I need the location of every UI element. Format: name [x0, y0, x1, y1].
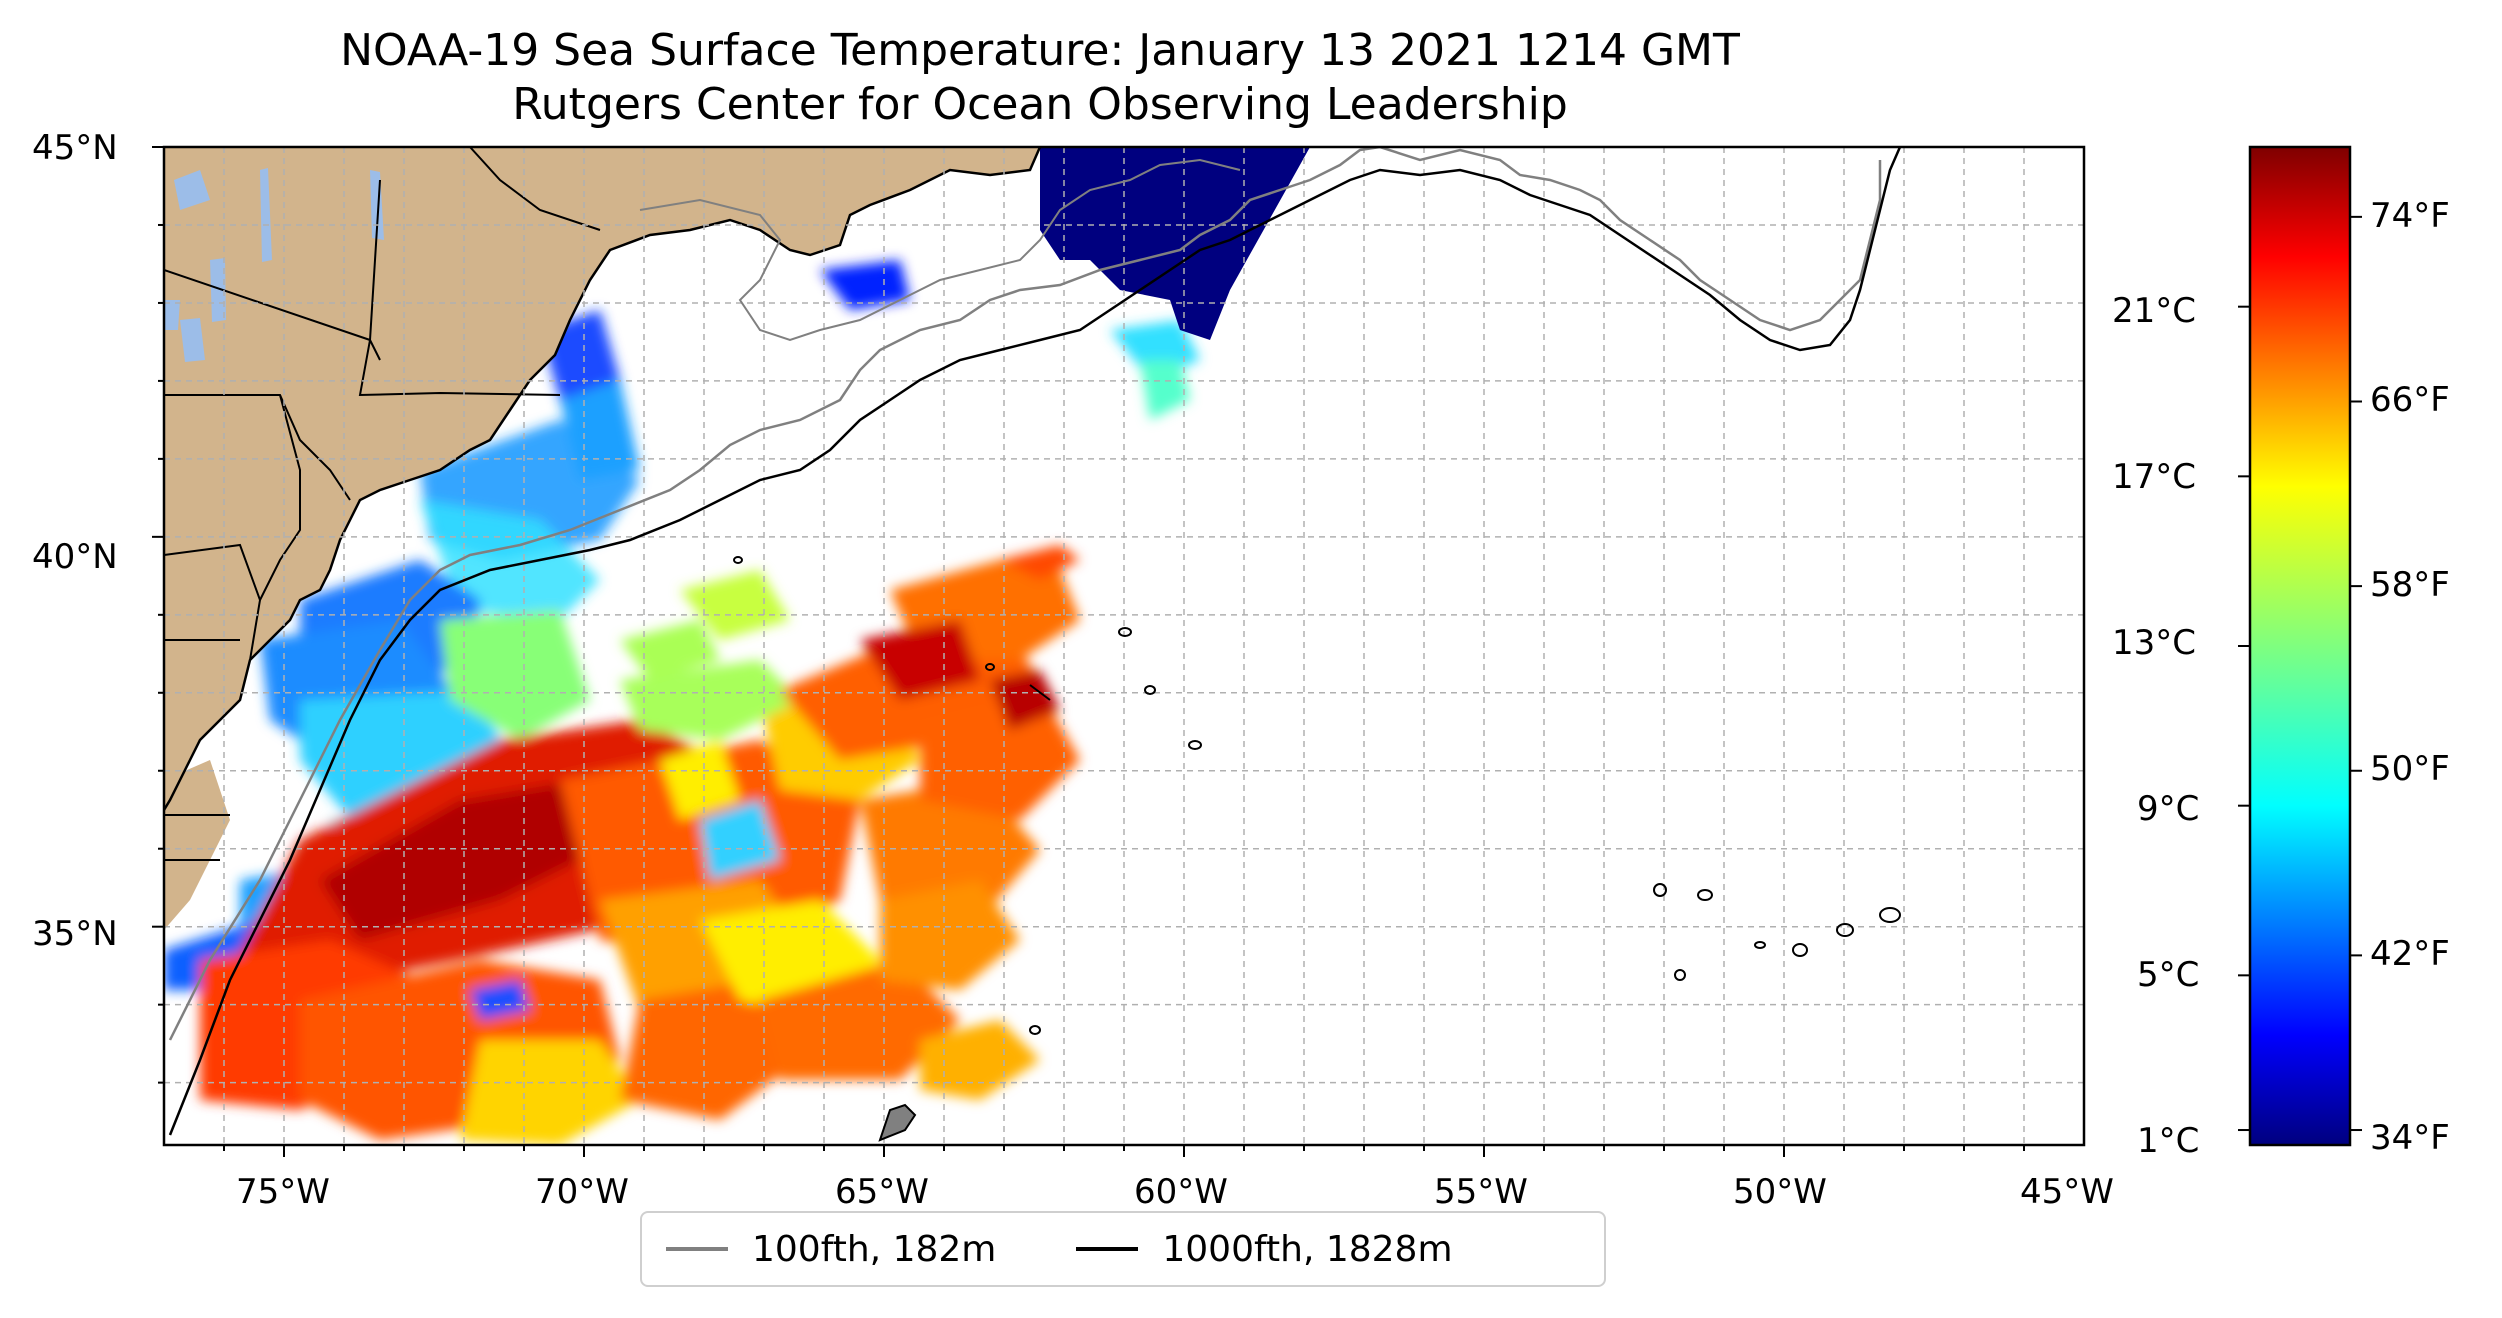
lon-label-65w: 65°W	[835, 1172, 929, 1212]
map-title: NOAA-19 Sea Surface Temperature: January…	[160, 24, 1920, 132]
lon-label-70w: 70°W	[535, 1172, 629, 1212]
cbar-fahrenheit-74: 74°F	[2370, 196, 2450, 236]
cbar-celsius-5: 5°C	[2137, 955, 2200, 995]
lon-label-55w: 55°W	[1434, 1172, 1528, 1212]
lat-label-40: 40°N	[32, 537, 118, 577]
contour-100fth-gulf-of-maine	[639, 158, 1241, 342]
contour-1000fth	[168, 147, 1902, 1136]
cbar-fahrenheit-66: 66°F	[2370, 380, 2450, 420]
cbar-fahrenheit-58: 58°F	[2370, 565, 2450, 605]
lon-label-50w: 50°W	[1733, 1172, 1827, 1212]
cold-water-swath	[1040, 147, 1310, 340]
map-plot-area	[164, 147, 2084, 1145]
state-borders	[164, 147, 601, 861]
lakes	[164, 168, 384, 362]
legend-item-1000fth: 1000fth, 1828m	[1052, 1228, 1453, 1270]
cbar-celsius-13: 13°C	[2112, 623, 2197, 663]
title-line-2: Rutgers Center for Ocean Observing Leade…	[512, 79, 1568, 130]
lat-label-35: 35°N	[32, 914, 118, 954]
cbar-fahrenheit-50: 50°F	[2370, 749, 2450, 789]
cbar-celsius-1: 1°C	[2137, 1121, 2200, 1161]
legend-line-black	[1076, 1247, 1139, 1251]
colorbar	[2248, 145, 2352, 1147]
lat-label-45: 45°N	[32, 128, 118, 168]
cbar-fahrenheit-34: 34°F	[2370, 1118, 2450, 1158]
contour-100fth	[168, 147, 1882, 1041]
legend-label-1000fth: 1000fth, 1828m	[1162, 1228, 1453, 1270]
cbar-celsius-21: 21°C	[2112, 291, 2197, 331]
legend-line-gray	[666, 1247, 728, 1251]
lon-label-45w: 45°W	[2020, 1172, 2114, 1212]
cbar-celsius-17: 17°C	[2112, 457, 2197, 497]
legend-item-100fth: 100fth, 182m	[642, 1229, 996, 1270]
legend-label-100fth: 100fth, 182m	[752, 1228, 997, 1270]
graticule	[164, 147, 2084, 1145]
land-virginia-carolina	[164, 760, 230, 930]
axis-ticks	[152, 146, 2025, 1157]
colorbar-ticks	[2238, 215, 2362, 1132]
cbar-celsius-9: 9°C	[2137, 789, 2200, 829]
seamount-contours	[733, 556, 1901, 1142]
land-northeast-us-canada	[164, 147, 1040, 810]
lon-label-60w: 60°W	[1134, 1172, 1228, 1212]
title-line-1: NOAA-19 Sea Surface Temperature: January…	[340, 25, 1740, 76]
land-delmarva	[164, 690, 200, 780]
coastline	[164, 147, 1042, 811]
cbar-fahrenheit-42: 42°F	[2370, 934, 2450, 974]
lon-label-75w: 75°W	[236, 1172, 330, 1212]
contour-legend: 100fth, 182m 1000fth, 1828m	[640, 1211, 1606, 1287]
